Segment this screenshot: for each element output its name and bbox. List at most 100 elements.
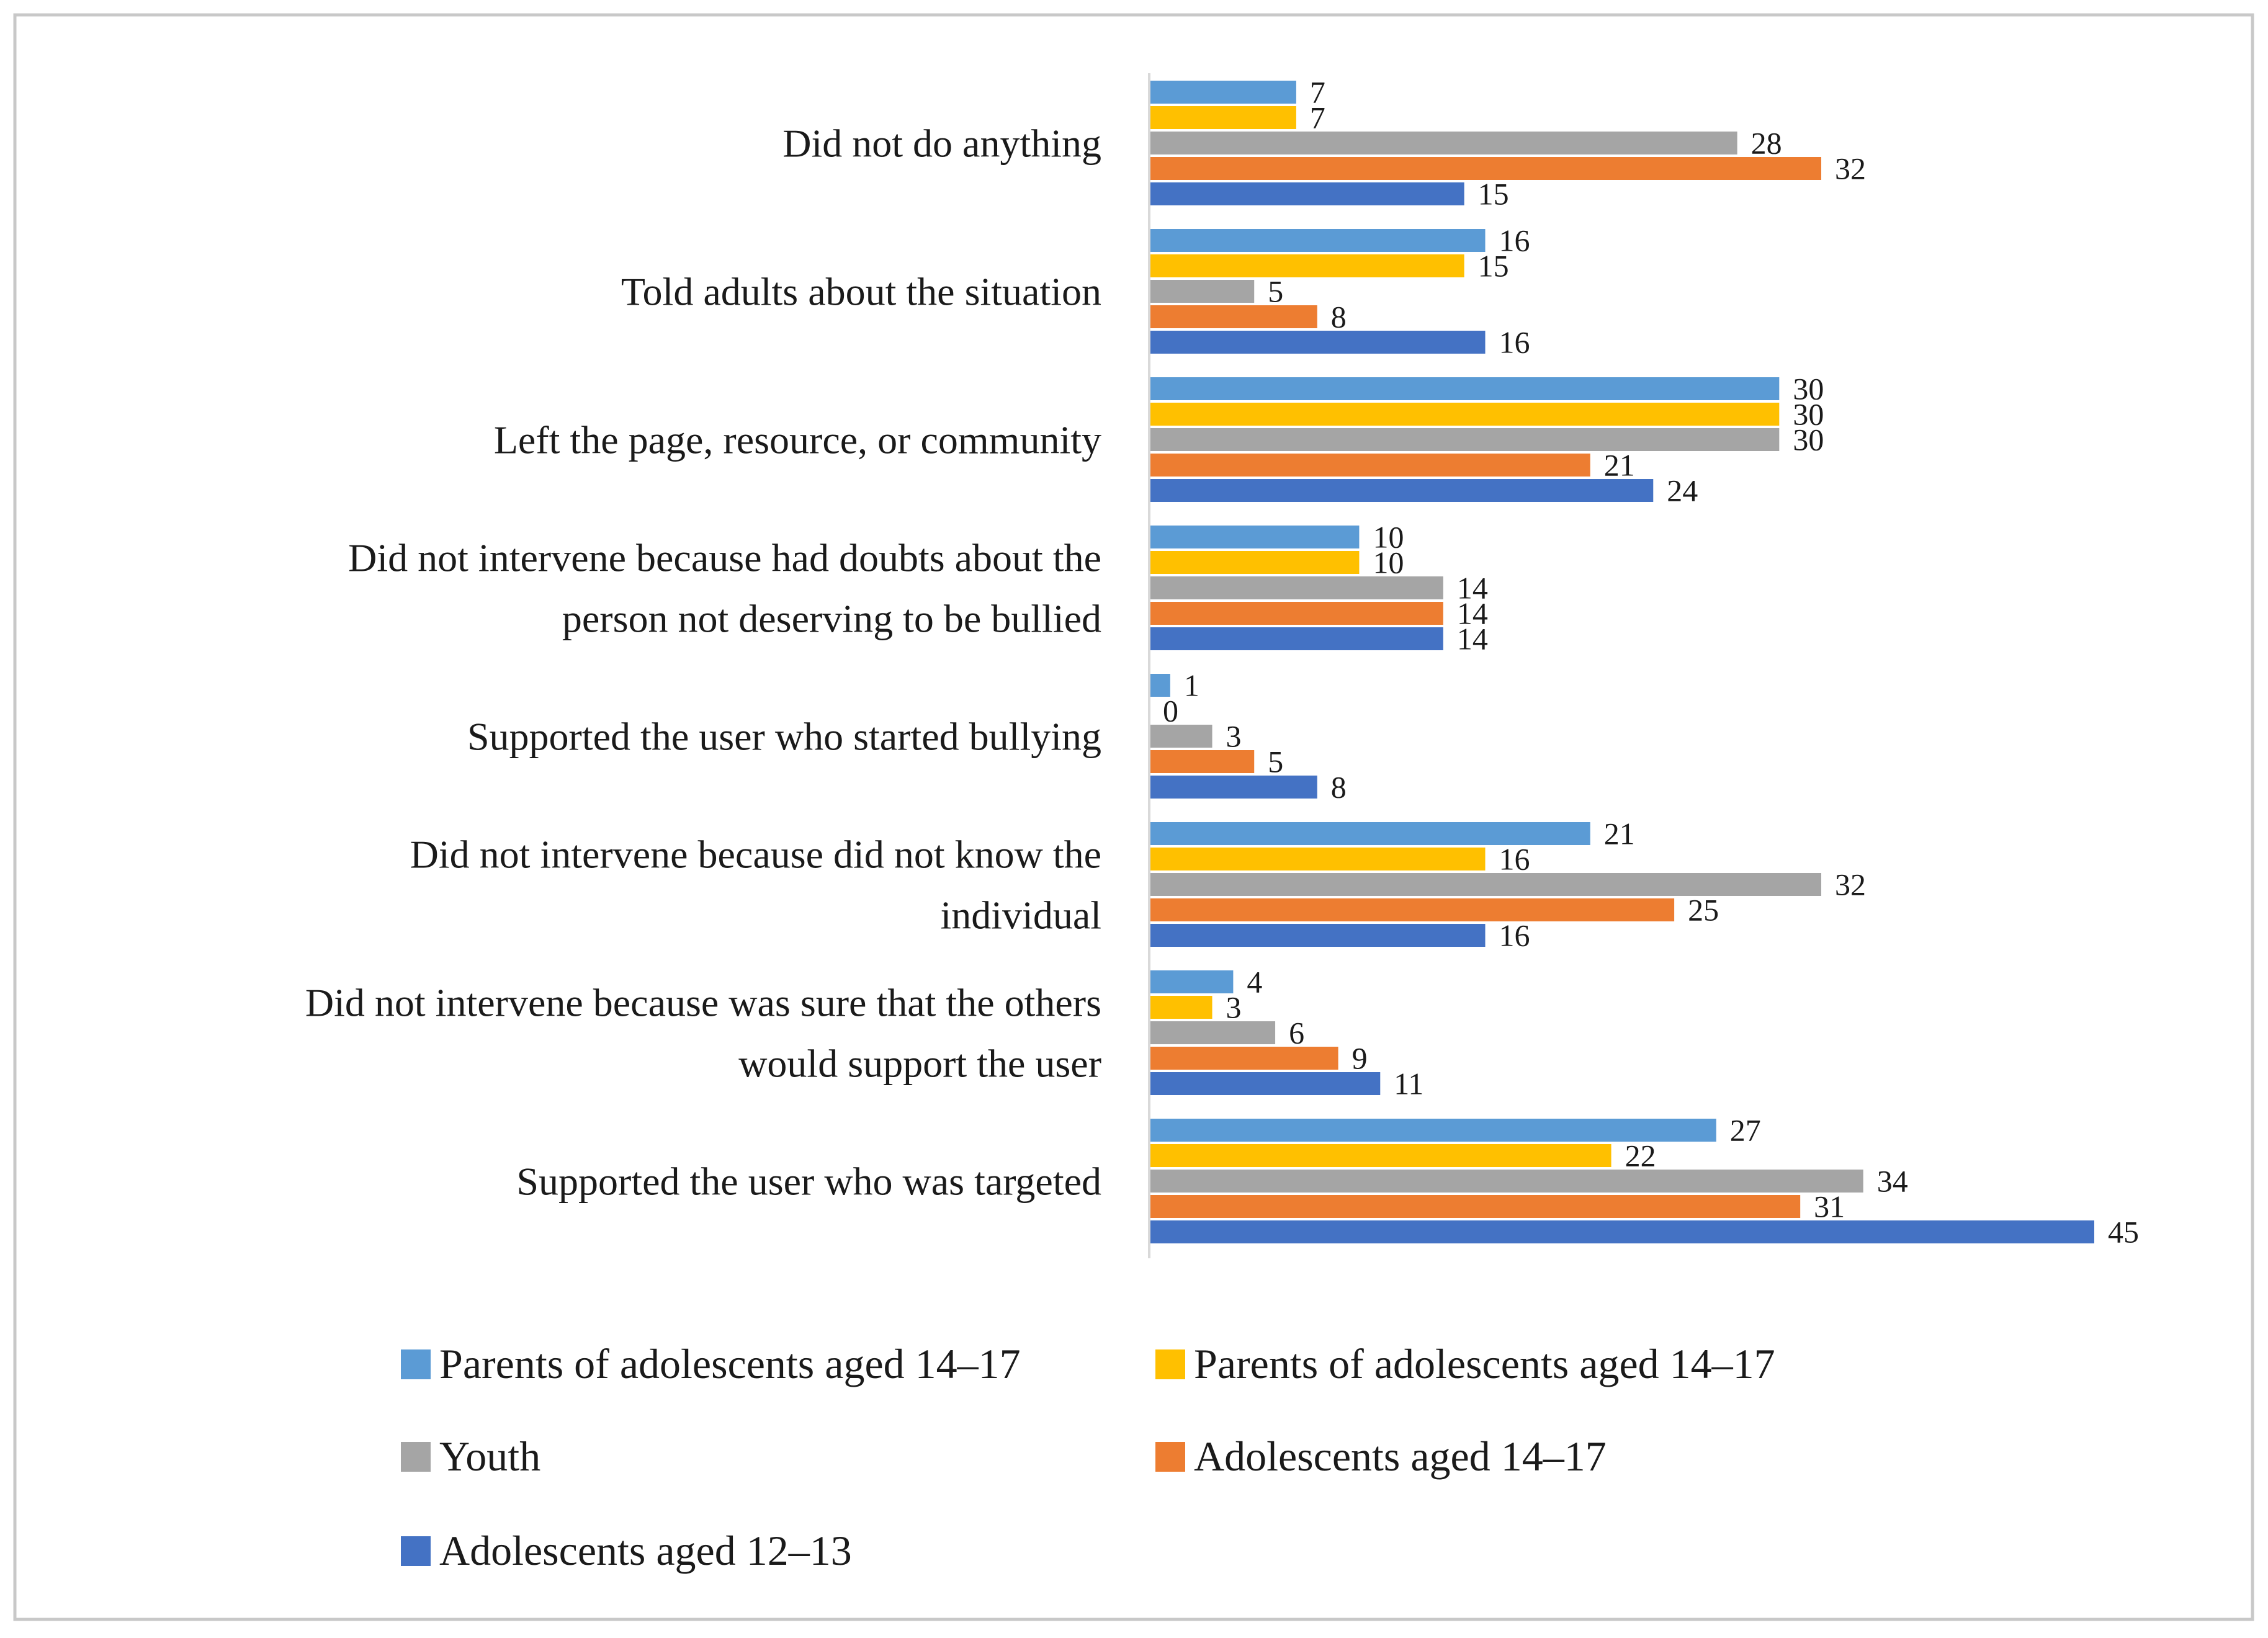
bar xyxy=(1149,674,1170,697)
bar xyxy=(1149,106,1296,129)
data-label: 32 xyxy=(1835,151,1866,186)
data-label: 7 xyxy=(1310,101,1325,135)
legend-swatch xyxy=(1155,1349,1185,1379)
bar xyxy=(1149,1047,1338,1070)
bar xyxy=(1149,254,1464,277)
data-label: 10 xyxy=(1373,545,1404,580)
data-label: 3 xyxy=(1226,990,1242,1025)
data-label: 14 xyxy=(1457,571,1488,606)
data-label: 1 xyxy=(1184,668,1199,703)
bar xyxy=(1149,551,1360,574)
category-label: Did not intervene because had doubts abo… xyxy=(348,536,1101,580)
bar xyxy=(1149,873,1822,896)
bar xyxy=(1149,996,1212,1019)
data-label: 8 xyxy=(1331,300,1347,334)
bar xyxy=(1149,305,1317,328)
data-label: 32 xyxy=(1835,867,1866,902)
bar xyxy=(1149,132,1737,154)
bar xyxy=(1149,1195,1801,1218)
category-label: Did not intervene because did not know t… xyxy=(410,833,1101,877)
bar xyxy=(1149,157,1822,180)
legend-swatch xyxy=(401,1442,431,1472)
data-label: 28 xyxy=(1751,126,1782,161)
data-label: 21 xyxy=(1604,817,1635,851)
plot-area xyxy=(1149,81,2094,1243)
category-label: Did not intervene because was sure that … xyxy=(305,981,1101,1025)
data-label: 7 xyxy=(1310,75,1325,110)
data-label: 15 xyxy=(1478,249,1509,284)
bar xyxy=(1149,1144,1611,1167)
data-label: 11 xyxy=(1394,1067,1423,1101)
data-label: 24 xyxy=(1667,473,1698,508)
data-label: 0 xyxy=(1163,694,1178,728)
category-label: Supported the user who started bullying xyxy=(467,715,1101,759)
chart-frame xyxy=(13,13,2254,1621)
data-labels: 7728321516155816303030212410101414141035… xyxy=(1163,75,2139,1250)
data-label: 31 xyxy=(1814,1189,1845,1224)
data-label: 25 xyxy=(1688,893,1719,928)
bar xyxy=(1149,822,1590,845)
bar xyxy=(1149,229,1486,252)
bar xyxy=(1149,1072,1381,1095)
bar xyxy=(1149,750,1255,773)
legend: Parents of adolescents aged 14–17 Parents… xyxy=(401,1340,1775,1574)
legend-label: Parents of adolescents aged 14–17 xyxy=(439,1340,1021,1387)
data-label: 14 xyxy=(1457,622,1488,656)
bar xyxy=(1149,848,1486,870)
bar xyxy=(1149,280,1255,303)
category-label: person not deserving to be bullied xyxy=(562,597,1101,641)
data-label: 45 xyxy=(2108,1215,2139,1250)
data-label: 30 xyxy=(1793,423,1824,457)
legend-label: Parents of adolescents aged 14–17 xyxy=(1194,1340,1775,1387)
category-label: would support the user xyxy=(738,1042,1101,1086)
legend-swatch xyxy=(401,1349,431,1379)
data-label: 22 xyxy=(1625,1139,1656,1173)
data-label: 16 xyxy=(1499,325,1530,360)
bar xyxy=(1149,1220,2094,1243)
data-label: 30 xyxy=(1793,372,1824,406)
bar xyxy=(1149,81,1296,104)
bar xyxy=(1149,331,1486,354)
data-label: 6 xyxy=(1289,1016,1304,1050)
data-label: 9 xyxy=(1352,1041,1368,1076)
data-label: 3 xyxy=(1226,719,1242,754)
data-label: 16 xyxy=(1499,918,1530,953)
data-label: 5 xyxy=(1268,274,1283,309)
bar xyxy=(1149,454,1590,477)
bar xyxy=(1149,627,1443,650)
bar xyxy=(1149,182,1464,205)
category-labels: Did not do anything Told adults about the… xyxy=(305,122,1101,1204)
data-label: 8 xyxy=(1331,770,1347,805)
data-label: 16 xyxy=(1499,223,1530,258)
data-label: 16 xyxy=(1499,842,1530,877)
bar xyxy=(1149,776,1317,799)
category-label: individual xyxy=(940,893,1101,938)
bar xyxy=(1149,377,1780,400)
category-label: Supported the user who was targeted xyxy=(516,1160,1101,1204)
data-label: 34 xyxy=(1877,1164,1908,1199)
data-label: 21 xyxy=(1604,448,1635,483)
bar xyxy=(1149,1170,1863,1193)
legend-swatch xyxy=(1155,1442,1185,1472)
bar xyxy=(1149,970,1234,993)
legend-swatch xyxy=(401,1536,431,1566)
data-label: 27 xyxy=(1730,1113,1761,1148)
data-label: 5 xyxy=(1268,745,1283,779)
bar xyxy=(1149,576,1443,599)
data-label: 10 xyxy=(1373,520,1404,555)
bar xyxy=(1149,725,1212,748)
legend-label: Adolescents aged 14–17 xyxy=(1194,1433,1607,1480)
legend-label: Adolescents aged 12–13 xyxy=(439,1527,852,1574)
category-label: Told adults about the situation xyxy=(621,270,1101,314)
data-label: 15 xyxy=(1478,177,1509,212)
data-label: 4 xyxy=(1247,965,1262,1000)
bar xyxy=(1149,403,1780,426)
bar xyxy=(1149,898,1675,921)
bar xyxy=(1149,1021,1276,1044)
bar xyxy=(1149,924,1486,947)
legend-label: Youth xyxy=(439,1433,540,1480)
bar xyxy=(1149,1119,1716,1142)
data-label: 30 xyxy=(1793,397,1824,432)
